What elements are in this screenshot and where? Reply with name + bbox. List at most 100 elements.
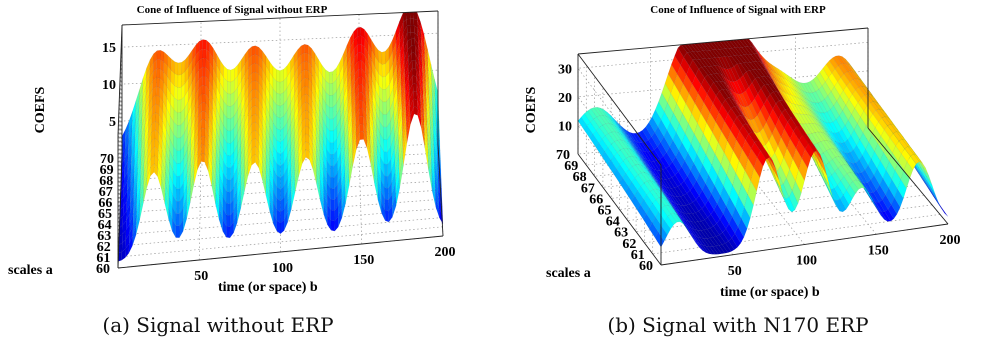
surface-patch xyxy=(412,83,417,93)
surface-patch xyxy=(406,25,411,33)
surface-patch xyxy=(226,203,231,216)
y-tick-label: 62 xyxy=(622,237,636,252)
surface-patch xyxy=(357,26,362,37)
y-tick-label: 64 xyxy=(98,218,112,233)
surface-patch xyxy=(177,112,182,126)
surface-patch xyxy=(276,69,281,83)
figure-caption: (b) Signal with N170 ERP xyxy=(607,313,868,337)
surface-patch xyxy=(410,38,416,46)
y-tick-label: 62 xyxy=(97,240,111,255)
surface-patch xyxy=(202,48,207,59)
surface-patch xyxy=(411,52,416,62)
surface-patch xyxy=(177,62,182,76)
surface-patch xyxy=(413,90,418,100)
surface-patch xyxy=(382,101,387,115)
z-tick-label: 10 xyxy=(558,119,572,134)
surface-patch xyxy=(383,126,388,140)
surface-patch xyxy=(329,142,334,155)
surface-patch xyxy=(406,18,411,26)
surface-patch xyxy=(177,74,182,88)
surface-patch xyxy=(412,67,417,77)
surface-patch xyxy=(226,117,231,132)
panel-signal-without-erp: Cone of Influence of Signal without ERP … xyxy=(8,4,456,337)
surface-patch xyxy=(279,104,284,119)
y-tick-label: 66 xyxy=(98,196,112,211)
surface-patch xyxy=(201,136,206,146)
y-tick-label: 70 xyxy=(100,152,114,167)
surface-patch xyxy=(357,35,362,45)
surface-patch xyxy=(251,71,256,83)
x-tick-label: 100 xyxy=(796,254,817,269)
x-tick-label: 150 xyxy=(353,253,374,268)
y-tick-label: 65 xyxy=(598,204,612,219)
surface-plot xyxy=(577,38,949,255)
y-tick-label: 66 xyxy=(589,192,603,207)
surface-patch xyxy=(201,102,206,112)
y-axis-label: scales a xyxy=(546,266,591,281)
surface-patch xyxy=(202,57,207,68)
surface-patch xyxy=(410,31,415,40)
surface-patch xyxy=(410,25,415,33)
surface-patch xyxy=(330,220,335,232)
y-tick-label: 61 xyxy=(631,248,645,263)
surface-patch xyxy=(413,11,418,21)
axis-frame-edge xyxy=(660,223,949,266)
surface-patch xyxy=(279,92,284,107)
y-tick-label: 65 xyxy=(98,207,112,222)
surface-patch xyxy=(357,52,362,62)
surface-patch xyxy=(329,130,334,143)
grid-line xyxy=(118,124,443,258)
x-axis-label: time (or space) b xyxy=(720,285,820,300)
surface-patch xyxy=(175,213,180,227)
x-tick-label: 50 xyxy=(194,269,208,284)
surface-patch xyxy=(329,118,334,132)
surface-patch xyxy=(276,139,281,155)
surface-patch xyxy=(304,52,309,63)
surface-patch xyxy=(201,93,206,104)
y-tick-label: 69 xyxy=(100,163,114,178)
surface-patch xyxy=(359,108,364,117)
axis-frame-edge xyxy=(117,157,123,269)
surface-patch xyxy=(279,69,284,83)
surface-patch xyxy=(279,115,284,131)
surface-patch xyxy=(202,39,207,50)
surface-patch xyxy=(226,179,231,193)
surface-patch xyxy=(413,98,418,108)
panel-signal-with-erp: Cone of Influence of Signal with ERP 50 1… xyxy=(524,4,961,337)
surface-patch xyxy=(226,93,231,107)
surface-patch xyxy=(304,69,309,80)
surface-patch xyxy=(412,75,417,85)
axis-frame-edge xyxy=(117,235,444,269)
surface-patch xyxy=(177,99,182,114)
surface-patch xyxy=(201,144,206,154)
surface-patch xyxy=(176,188,181,202)
surface-patch xyxy=(176,163,181,177)
surface-plot xyxy=(117,11,444,262)
surface-patch xyxy=(381,51,386,65)
surface-patch xyxy=(359,115,364,125)
surface-patch xyxy=(304,86,309,96)
surface-patch xyxy=(230,68,235,83)
surface-patch xyxy=(176,124,182,139)
surface-patch xyxy=(358,92,363,101)
surface-patch xyxy=(304,94,309,104)
surface-patch xyxy=(201,127,206,138)
surface-patch xyxy=(276,220,281,234)
surface-patch xyxy=(176,175,181,190)
surface-patch xyxy=(406,12,411,20)
surface-patch xyxy=(329,83,334,96)
y-tick-label: 67 xyxy=(99,185,113,200)
surface-patch xyxy=(276,151,281,167)
surface-patch xyxy=(156,59,161,70)
surface-patch xyxy=(383,139,388,153)
surface-patch xyxy=(227,81,231,95)
axes-frame xyxy=(577,27,949,266)
y-tick-label: 68 xyxy=(99,174,113,189)
surface-patch xyxy=(155,86,160,97)
y-tick-label: 68 xyxy=(573,170,587,185)
surface-patch xyxy=(201,76,206,86)
axis-frame-edge xyxy=(121,10,439,26)
surface-patch xyxy=(938,204,949,217)
z-tick-label: 20 xyxy=(558,91,572,106)
x-axis-label: time (or space) b xyxy=(218,280,318,295)
